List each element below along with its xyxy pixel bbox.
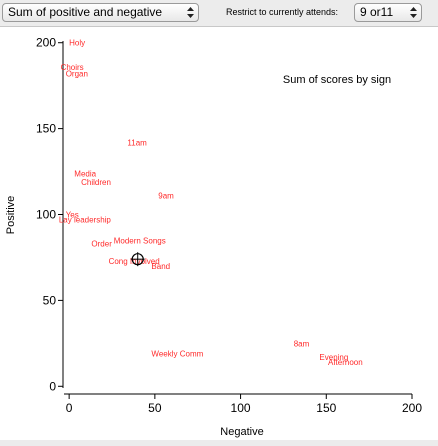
x-tick-label: 50 — [148, 401, 162, 415]
point-label: Evening — [319, 353, 348, 362]
chart-axes: 0 50 100 150 200 0 50 100 150 200 — [36, 36, 422, 415]
x-axis-label: Negative — [220, 426, 263, 438]
x-tick-label: 100 — [231, 401, 251, 415]
measure-select-value: Sum of positive and negative — [8, 5, 163, 19]
y-tick-label: 200 — [36, 36, 56, 50]
point-label: Band — [151, 262, 170, 271]
point-label: Weekly Comm — [151, 350, 203, 359]
x-tick-label: 0 — [66, 401, 73, 415]
restrict-label: Restrict to currently attends: — [226, 7, 339, 17]
crosshair-marker[interactable] — [130, 252, 145, 267]
point-label: Choirs — [61, 63, 84, 72]
select-stepper-icon — [410, 7, 417, 18]
point-label: Organ — [66, 70, 88, 79]
point-label: 8am — [294, 339, 310, 348]
attend-select[interactable]: 9 or11 — [354, 3, 422, 22]
y-tick-label: 50 — [43, 293, 57, 307]
y-tick-label: 150 — [36, 122, 56, 136]
y-tick-label: 100 — [36, 208, 56, 222]
point-label: Yes — [66, 211, 79, 220]
select-stepper-icon — [187, 7, 194, 18]
point-label: Children — [81, 178, 111, 187]
point-label: Afternoon — [328, 358, 363, 367]
attend-select-value: 9 or11 — [360, 5, 394, 19]
measure-select[interactable]: Sum of positive and negative — [2, 3, 199, 22]
point-label: Modern Songs — [114, 236, 166, 245]
toolbar: Sum of positive and negative Restrict to… — [0, 0, 438, 26]
point-label: Cong Involved — [109, 257, 160, 266]
y-axis-label: Positive — [5, 196, 17, 235]
x-tick-label: 200 — [402, 401, 422, 415]
x-tick-label: 150 — [316, 401, 336, 415]
chart-title: Sum of scores by sign — [283, 74, 391, 86]
point-label: 9am — [158, 192, 174, 201]
point-label: Media — [74, 169, 96, 178]
scatter-chart[interactable]: 0 50 100 150 200 0 50 100 150 200 Holy ChoirsOrgan… — [0, 27, 438, 441]
point-label: 11am — [127, 138, 147, 147]
point-label: Holy — [69, 39, 85, 48]
y-tick-label: 0 — [49, 379, 56, 393]
point-label: Order — [91, 240, 112, 249]
scatter-plot-panel[interactable]: 0 50 100 150 200 0 50 100 150 200 Holy Choirs Organ… — [0, 26, 438, 440]
point-label: Lay leadership — [59, 216, 112, 225]
